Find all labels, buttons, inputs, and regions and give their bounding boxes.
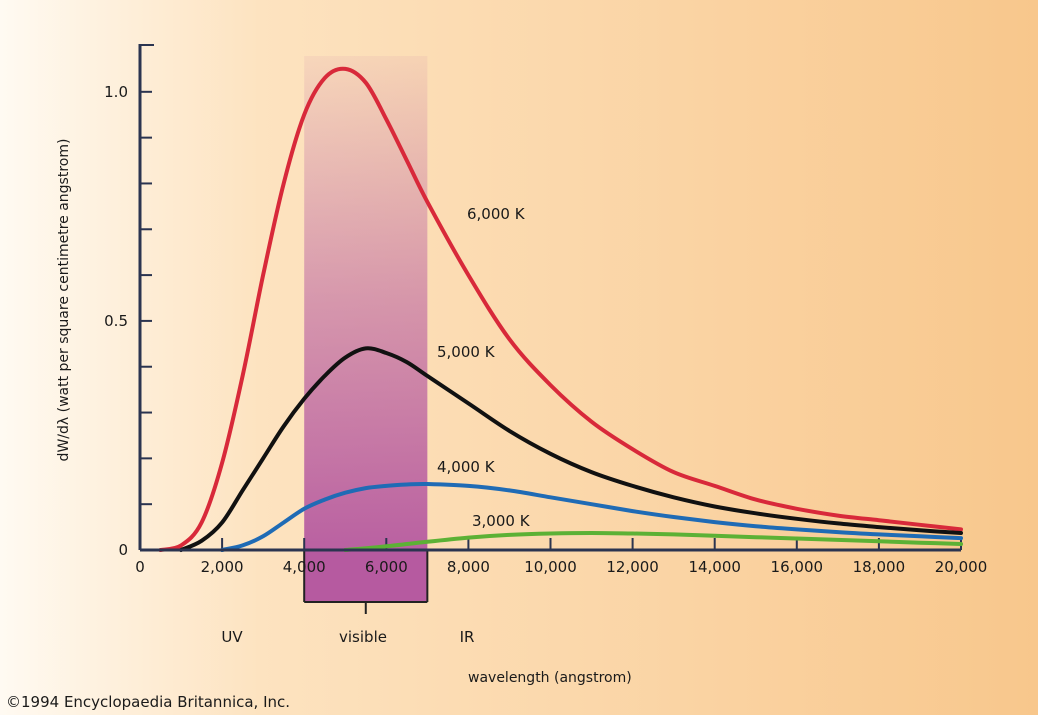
x-tick-label: 12,000: [606, 558, 659, 576]
series-label-6000k: 6,000 K: [467, 205, 526, 223]
series-label-3000k: 3,000 K: [472, 512, 531, 530]
series-line-4000k: [220, 481, 963, 552]
region-label-uv: UV: [221, 628, 243, 646]
x-tick-label: 16,000: [771, 558, 824, 576]
series-line-3000k: [343, 531, 963, 552]
series-line-6000k: [158, 66, 963, 552]
x-tick-label: 10,000: [524, 558, 577, 576]
x-tick-label: 6,000: [365, 558, 408, 576]
y-axis-title: dW/dλ (watt per square centimetre angstr…: [56, 139, 72, 462]
x-tick-label: 14,000: [688, 558, 741, 576]
x-tick-label: 18,000: [853, 558, 906, 576]
series-label-4000k: 4,000 K: [437, 458, 496, 476]
series-label-5000k: 5,000 K: [437, 343, 496, 361]
x-tick-label: 8,000: [447, 558, 490, 576]
x-tick-label: 20,000: [935, 558, 988, 576]
x-axis-title: wavelength (angstrom): [468, 670, 632, 686]
x-tick-label: 0: [135, 558, 145, 576]
y-tick-label: 0: [118, 541, 128, 559]
series-line-5000k: [179, 346, 963, 552]
x-tick-label: 2,000: [201, 558, 244, 576]
copyright-notice: ©1994 Encyclopaedia Britannica, Inc.: [6, 693, 290, 711]
visible-band-bracket: [304, 550, 428, 602]
region-label-visible: visible: [339, 628, 387, 646]
y-tick-label: 0.5: [104, 312, 128, 330]
visible-band: [304, 56, 428, 550]
y-tick-label: 1.0: [104, 83, 128, 101]
x-tick-label: 4,000: [283, 558, 326, 576]
region-label-ir: IR: [460, 628, 475, 646]
